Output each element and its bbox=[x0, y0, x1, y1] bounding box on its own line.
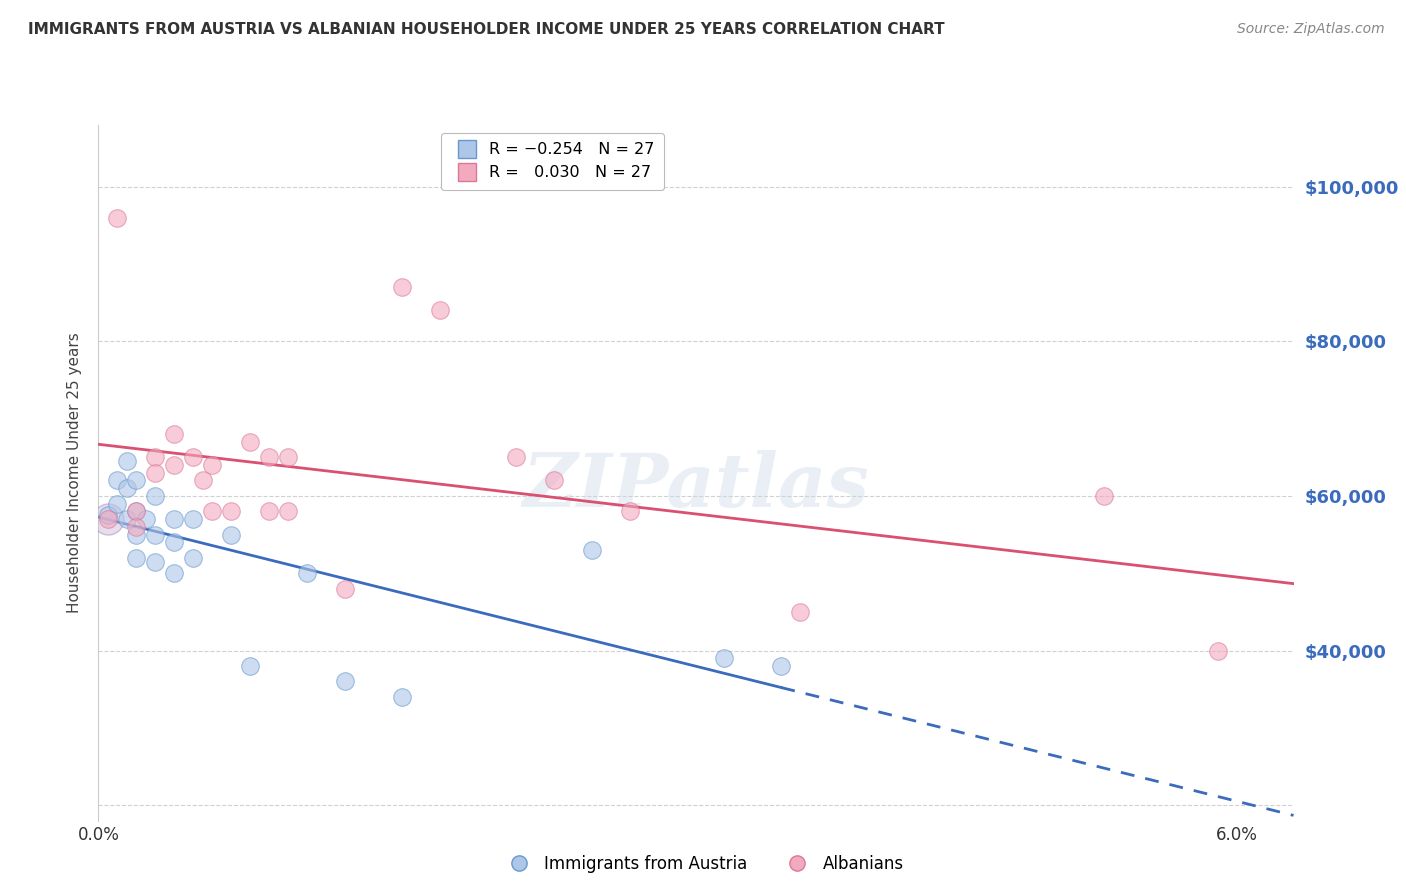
Point bbox=[125, 550, 148, 565]
Point bbox=[105, 211, 128, 225]
Point bbox=[295, 566, 318, 581]
Point bbox=[257, 504, 280, 518]
Point bbox=[391, 690, 413, 704]
Point bbox=[257, 450, 280, 465]
Text: ZIPatlas: ZIPatlas bbox=[523, 450, 869, 523]
Point bbox=[181, 450, 204, 465]
Point bbox=[239, 659, 262, 673]
Point bbox=[219, 527, 242, 541]
Point bbox=[135, 512, 157, 526]
Point bbox=[97, 508, 120, 523]
Text: Source: ZipAtlas.com: Source: ZipAtlas.com bbox=[1237, 22, 1385, 37]
Point bbox=[277, 504, 299, 518]
Point bbox=[125, 474, 148, 488]
Point bbox=[201, 458, 224, 472]
Point bbox=[97, 512, 120, 526]
Point bbox=[333, 582, 356, 596]
Point bbox=[181, 550, 204, 565]
Point bbox=[125, 504, 148, 518]
Legend: R = −0.254   N = 27, R =   0.030   N = 27: R = −0.254 N = 27, R = 0.030 N = 27 bbox=[441, 133, 664, 190]
Point bbox=[143, 450, 166, 465]
Point bbox=[125, 504, 148, 518]
Point bbox=[429, 303, 451, 318]
Point bbox=[97, 512, 120, 526]
Point bbox=[1206, 643, 1229, 657]
Point bbox=[713, 651, 735, 665]
Legend: Immigrants from Austria, Albanians: Immigrants from Austria, Albanians bbox=[496, 848, 910, 880]
Point bbox=[1092, 489, 1115, 503]
Point bbox=[770, 659, 793, 673]
Y-axis label: Householder Income Under 25 years: Householder Income Under 25 years bbox=[67, 333, 83, 613]
Point bbox=[619, 504, 641, 518]
Point bbox=[543, 474, 565, 488]
Point bbox=[163, 427, 186, 442]
Point bbox=[105, 497, 128, 511]
Point bbox=[277, 450, 299, 465]
Point bbox=[333, 674, 356, 689]
Point bbox=[143, 555, 166, 569]
Point bbox=[163, 566, 186, 581]
Point bbox=[125, 527, 148, 541]
Point bbox=[581, 543, 603, 558]
Point bbox=[219, 504, 242, 518]
Point bbox=[181, 512, 204, 526]
Point bbox=[115, 454, 138, 468]
Point bbox=[239, 434, 262, 449]
Point bbox=[505, 450, 527, 465]
Point bbox=[191, 474, 214, 488]
Point bbox=[115, 512, 138, 526]
Point bbox=[105, 474, 128, 488]
Point bbox=[163, 458, 186, 472]
Point bbox=[143, 466, 166, 480]
Point bbox=[143, 489, 166, 503]
Point bbox=[115, 481, 138, 495]
Point bbox=[125, 520, 148, 534]
Point bbox=[163, 535, 186, 549]
Point bbox=[201, 504, 224, 518]
Point bbox=[143, 527, 166, 541]
Point bbox=[391, 280, 413, 294]
Point bbox=[163, 512, 186, 526]
Text: IMMIGRANTS FROM AUSTRIA VS ALBANIAN HOUSEHOLDER INCOME UNDER 25 YEARS CORRELATIO: IMMIGRANTS FROM AUSTRIA VS ALBANIAN HOUS… bbox=[28, 22, 945, 37]
Point bbox=[789, 605, 811, 619]
